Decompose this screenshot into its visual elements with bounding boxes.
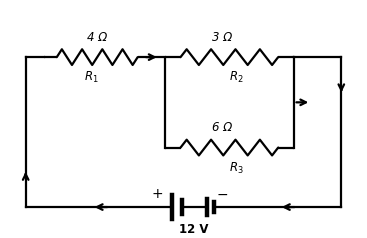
- Text: +: +: [152, 187, 164, 201]
- Text: −: −: [216, 188, 228, 202]
- Text: $R_2$: $R_2$: [229, 70, 244, 85]
- Text: 3 Ω: 3 Ω: [212, 31, 232, 44]
- Text: 12 V: 12 V: [179, 223, 208, 236]
- Text: $R_3$: $R_3$: [229, 161, 244, 176]
- Text: $R_1$: $R_1$: [84, 70, 99, 85]
- Text: 6 Ω: 6 Ω: [212, 121, 232, 134]
- Text: 4 Ω: 4 Ω: [87, 31, 108, 44]
